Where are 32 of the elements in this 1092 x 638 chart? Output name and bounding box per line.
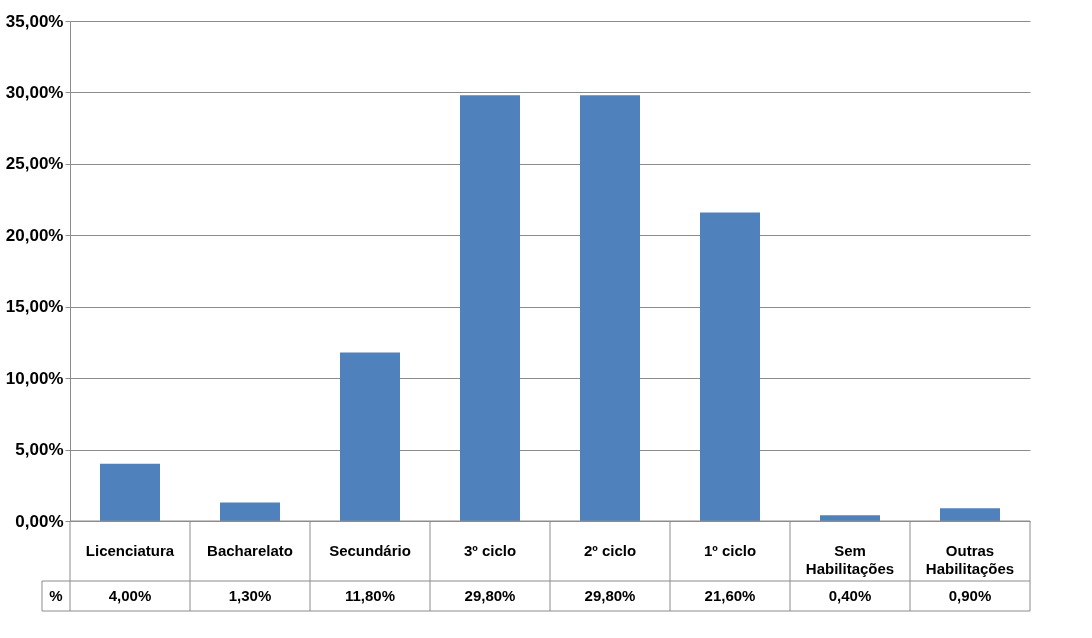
x-tick-label: 3º ciclo xyxy=(463,542,517,559)
y-tick-label: 10,00% xyxy=(5,368,64,388)
y-tick-label: 0,00% xyxy=(15,511,64,531)
bar xyxy=(940,508,1000,521)
bar xyxy=(700,212,760,521)
bar xyxy=(580,95,640,521)
bar xyxy=(460,95,520,521)
y-tick-label: 30,00% xyxy=(5,82,64,102)
data-label: 29,80% xyxy=(584,587,636,604)
data-label: 29,80% xyxy=(464,587,516,604)
x-tick-label: Outras Habilitações xyxy=(925,542,1015,577)
bar xyxy=(340,352,400,521)
bar xyxy=(100,463,160,521)
x-tick-label: Licenciatura xyxy=(85,542,175,559)
x-tick-label: Bacharelato xyxy=(207,542,293,559)
y-tick-label: 25,00% xyxy=(5,154,64,174)
x-tick-label: 1º ciclo xyxy=(703,542,757,559)
bar xyxy=(220,502,280,521)
y-tick-label: 35,00% xyxy=(5,11,64,31)
data-label: 0,90% xyxy=(948,587,992,604)
x-tick-label: Secundário xyxy=(329,542,411,559)
data-label: 4,00% xyxy=(108,587,152,604)
text: % xyxy=(49,587,63,604)
x-tick-label: Sem Habilitações xyxy=(805,542,895,577)
data-label: 11,80% xyxy=(344,587,396,604)
y-tick-label: 5,00% xyxy=(15,440,64,460)
x-tick-label: 2º ciclo xyxy=(583,542,637,559)
y-tick-label: 15,00% xyxy=(5,297,64,317)
data-label: 21,60% xyxy=(704,587,756,604)
data-label: 1,30% xyxy=(228,587,272,604)
y-tick-label: 20,00% xyxy=(5,225,64,245)
data-label: 0,40% xyxy=(828,587,872,604)
